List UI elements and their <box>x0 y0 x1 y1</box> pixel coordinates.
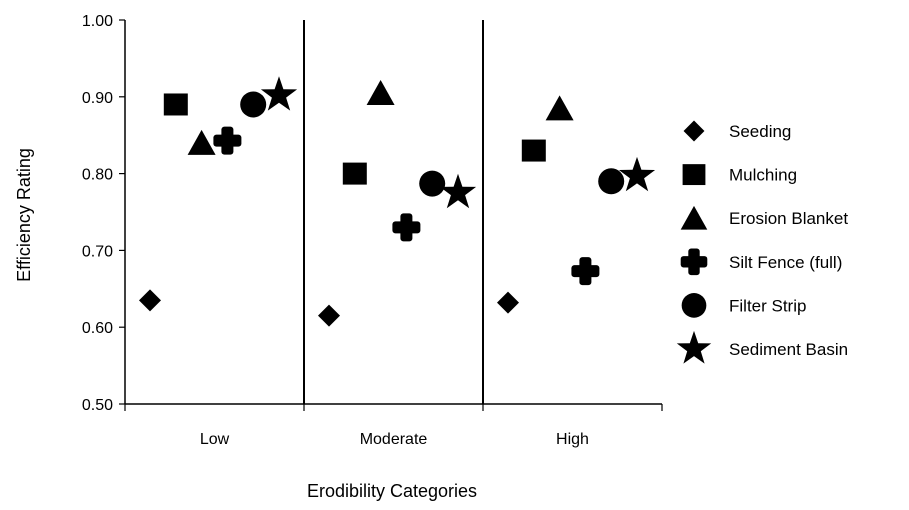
legend-square-icon <box>682 164 706 186</box>
legend-label: Sediment Basin <box>729 340 848 359</box>
y-tick-label: 0.70 <box>82 243 113 260</box>
marker-square <box>163 93 188 116</box>
legend-diamond-icon <box>683 120 705 142</box>
legend-label: Mulching <box>729 166 797 185</box>
marker-circle <box>419 170 446 197</box>
legend: Seeding Mulching Erosion Blanket Silt Fence… <box>676 120 848 364</box>
x-category-label: High <box>556 431 589 448</box>
marker-diamond <box>318 304 340 327</box>
y-tick-label: 0.90 <box>82 90 113 107</box>
y-tick-label: 0.80 <box>82 167 113 184</box>
marker-cross <box>392 213 421 242</box>
x-axis: Low Moderate High <box>124 404 663 448</box>
legend-circle-icon <box>681 293 707 318</box>
marker-triangle <box>366 79 395 105</box>
legend-label: Erosion Blanket <box>729 209 848 228</box>
y-tick-label: 0.50 <box>82 397 113 414</box>
x-category-label: Moderate <box>360 431 428 448</box>
marker-square <box>342 162 367 185</box>
x-category-label: Low <box>200 431 230 448</box>
legend-star-icon <box>676 330 712 364</box>
marker-triangle <box>545 95 574 121</box>
data-markers <box>139 76 656 327</box>
legend-triangle-icon <box>680 205 708 230</box>
marker-diamond <box>139 289 161 312</box>
marker-circle <box>598 168 625 195</box>
marker-cross <box>213 126 242 155</box>
marker-star <box>439 173 477 209</box>
legend-label: Silt Fence (full) <box>729 253 842 272</box>
marker-star <box>618 156 656 192</box>
marker-triangle <box>187 129 216 155</box>
y-tick-label: 0.60 <box>82 320 113 337</box>
marker-diamond <box>497 291 519 314</box>
y-axis-title: Efficiency Rating <box>14 148 34 282</box>
plot-area <box>124 20 662 405</box>
marker-cross <box>571 257 600 286</box>
marker-star <box>260 76 298 111</box>
y-tick-label: 1.00 <box>82 13 113 30</box>
x-axis-title: Erodibility Categories <box>307 481 477 501</box>
legend-label: Seeding <box>729 122 791 141</box>
marker-square <box>521 139 546 162</box>
marker-circle <box>240 91 267 118</box>
legend-label: Filter Strip <box>729 296 806 315</box>
legend-cross-icon <box>680 248 708 276</box>
y-axis: 0.50 0.60 0.70 0.80 0.90 1.00 <box>82 13 125 414</box>
